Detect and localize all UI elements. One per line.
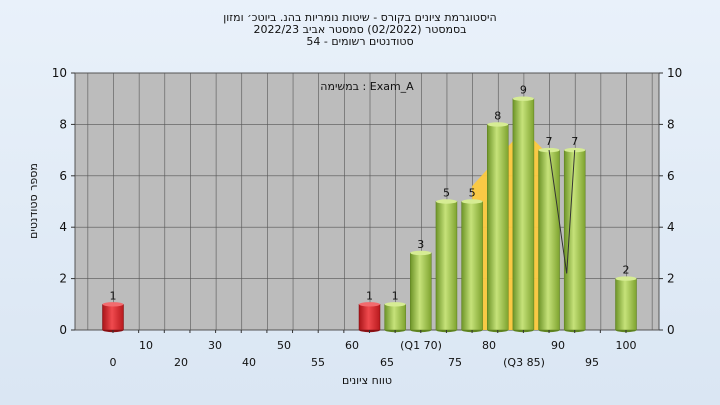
- bar-value-label: 9: [520, 84, 527, 97]
- bar-top: [461, 199, 483, 204]
- bar-top: [435, 199, 457, 204]
- bar: [410, 252, 432, 331]
- bar-value-label: 8: [494, 109, 501, 122]
- x-tick-label-row2: 55: [311, 356, 325, 369]
- bar-value-label: 1: [366, 289, 373, 302]
- bar-value-label: 7: [546, 135, 553, 148]
- y-tick-label: 0: [59, 323, 67, 337]
- bar-top: [512, 96, 534, 101]
- y-tick-label: 8: [59, 117, 67, 131]
- bar: [487, 124, 509, 331]
- bar: [538, 149, 560, 331]
- bar: [615, 278, 637, 331]
- x-tick-label-row2: 95: [585, 356, 599, 369]
- trend-line: [548, 150, 576, 274]
- bar: [461, 201, 483, 331]
- chart-title-line-2: בסמסטר (02/2022) סמסטר אביב 2022/23: [253, 23, 467, 36]
- bar: [512, 98, 535, 331]
- chart-title-line-1: היסטוגרמת ציונים בקורס - שיטות נומריות ב…: [223, 11, 497, 24]
- y-tick-label: 4: [59, 220, 67, 234]
- bar-top: [487, 122, 509, 127]
- plot-area: [74, 72, 660, 331]
- bar: [563, 149, 586, 331]
- y-tick-label: 10: [52, 66, 67, 80]
- x-tick-label-row2: 20: [174, 356, 188, 369]
- x-tick-label-row1: (Q1 70): [400, 339, 442, 352]
- x-tick-label-row2: (Q3 85): [503, 356, 545, 369]
- bar-value-label: 1: [392, 289, 399, 302]
- y-tick-label: 2: [59, 272, 67, 286]
- bar-value-label: 3: [417, 238, 424, 251]
- y-tick-label-right: 2: [667, 272, 675, 286]
- x-tick-label-row2: 40: [242, 356, 256, 369]
- bar-top: [615, 276, 637, 281]
- x-tick-label-row2: 65: [380, 356, 394, 369]
- annotation-text: במשימה : Exam_A: [320, 80, 414, 93]
- x-tick-label-row1: 60: [345, 339, 359, 352]
- chart-title-line-3: סטודנטים רשומים - 54: [306, 35, 414, 48]
- bar-top: [410, 250, 432, 256]
- x-tick-label-row1: 100: [616, 339, 637, 352]
- y-tick-label-right: 6: [667, 169, 675, 183]
- x-tick-label-row1: 10: [139, 339, 153, 352]
- axes: 0 0 2 2 4 4 6 6 8 8 10 10 10 30 50 60 (Q1 70) 80 90 100 0 20 4…: [52, 66, 683, 369]
- x-tick-label-row1: 80: [482, 339, 496, 352]
- trend-line-path: [548, 150, 576, 274]
- bar-top: [359, 302, 380, 307]
- bar-value-label: 2: [623, 264, 630, 277]
- x-axis-label: טווח ציונים: [342, 374, 392, 387]
- x-tick-label-row1: 90: [551, 339, 565, 352]
- bar: [102, 304, 124, 331]
- bars: 1 1 1 3 5 5 8 9 7 7 2: [102, 84, 637, 333]
- x-tick-label-row2: 75: [448, 356, 462, 369]
- y-tick-label-right: 0: [667, 323, 675, 337]
- bar-value-label: 5: [443, 187, 450, 200]
- y-tick-label: 6: [59, 169, 67, 183]
- y-tick-label-right: 8: [667, 117, 675, 131]
- bar: [435, 201, 458, 331]
- bar-value-label: 5: [469, 187, 476, 200]
- bar-value-label: 7: [571, 135, 578, 148]
- y-tick-label-right: 10: [667, 66, 682, 80]
- x-tick-label-row1: 30: [208, 339, 222, 352]
- bar-top: [384, 302, 406, 307]
- bar-top: [102, 302, 124, 307]
- bar-value-label: 1: [110, 289, 117, 302]
- x-tick-label-row2: 0: [110, 356, 117, 369]
- bar: [384, 304, 406, 331]
- x-tick-label-row1: 50: [277, 339, 291, 352]
- y-tick-label-right: 4: [667, 220, 675, 234]
- bar: [358, 304, 381, 331]
- y-axis-label: מספר סטודנטים: [27, 163, 40, 239]
